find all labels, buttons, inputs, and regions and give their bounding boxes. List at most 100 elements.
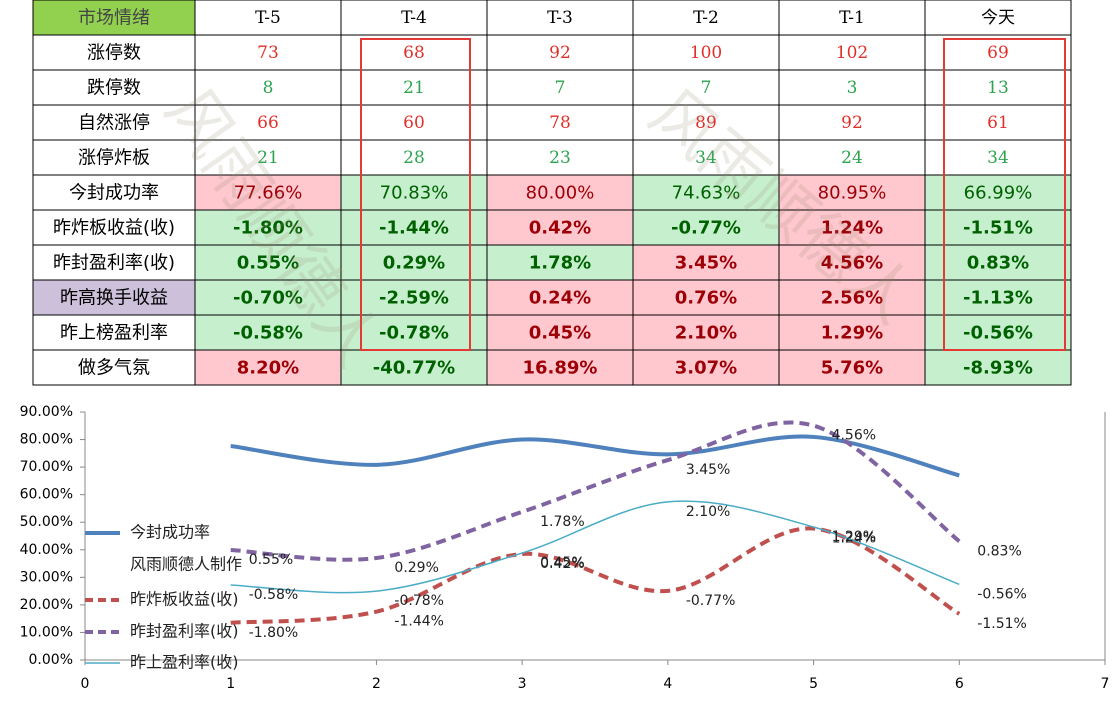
- cell-text: 28: [403, 148, 425, 168]
- table-cell: [340, 69, 488, 106]
- x-tick-label: 7: [1101, 676, 1110, 692]
- cell-text: 昨上榜盈利率: [60, 323, 168, 344]
- cell-text: 3.07%: [675, 358, 737, 379]
- cell-text: 23: [549, 148, 571, 168]
- table-cell: [486, 279, 634, 316]
- cell-text: 做多气氛: [78, 358, 150, 379]
- table-cell: [32, 314, 196, 351]
- cell-text: -0.78%: [379, 323, 449, 344]
- cell-text: 68: [403, 43, 425, 63]
- data-label: -0.78%: [394, 593, 444, 609]
- cell-text: 21: [403, 78, 425, 98]
- table-cell: [340, 0, 488, 36]
- data-label: 1.78%: [540, 514, 584, 530]
- table-cell: [32, 69, 196, 106]
- table-cell: [778, 0, 926, 36]
- table-cell: [32, 349, 196, 386]
- cell-text: T-3: [547, 8, 573, 28]
- table-cell: [340, 314, 488, 351]
- cell-text: 今天: [981, 8, 1015, 28]
- cell-text: 77.66%: [234, 183, 303, 204]
- cell-text: 昨炸板收益(收): [53, 218, 175, 239]
- data-label: 0.29%: [394, 560, 438, 576]
- data-label: 1.24%: [832, 531, 876, 547]
- cell-text: 61: [987, 113, 1009, 133]
- table-cell: [32, 104, 196, 141]
- y-tick-label: 60.00%: [20, 487, 73, 503]
- y-tick-label: 0.00%: [29, 652, 73, 668]
- cell-text: -0.56%: [963, 323, 1033, 344]
- cell-text: 自然涨停: [78, 113, 150, 134]
- cell-text: 跌停数: [87, 78, 141, 99]
- cell-text: 16.89%: [523, 358, 598, 379]
- cell-text: 66: [257, 113, 279, 133]
- cell-text: 7: [701, 78, 712, 98]
- cell-text: 0.45%: [529, 323, 591, 344]
- legend-label: 昨封盈利率(收): [130, 622, 239, 641]
- table-cell: [486, 174, 634, 211]
- data-label: 0.42%: [540, 556, 584, 572]
- data-label: -0.77%: [686, 593, 736, 609]
- table-cell: [486, 0, 634, 36]
- cell-text: -1.13%: [963, 288, 1033, 309]
- series-line: [230, 500, 960, 594]
- y-tick-label: 10.00%: [20, 624, 73, 640]
- x-tick-label: 0: [81, 676, 90, 692]
- x-tick-label: 1: [226, 676, 235, 692]
- chart: 0.00% 10.00% 20.00% 30.00% 40.00% 50.00% 60.00…: [20, 404, 1110, 692]
- cell-text: 涨停炸板: [78, 148, 150, 169]
- table-cell: [924, 244, 1072, 281]
- cell-text: 73: [257, 43, 279, 63]
- data-label: 0.83%: [977, 543, 1021, 559]
- cell-text: 3: [847, 78, 858, 98]
- cell-text: 66.99%: [964, 183, 1033, 204]
- cell-text: -2.59%: [379, 288, 449, 309]
- table-cell: [632, 349, 780, 386]
- cell-text: 0.29%: [383, 253, 445, 274]
- y-tick-label: 70.00%: [20, 459, 73, 475]
- data-label: 3.45%: [686, 462, 730, 478]
- series-line: [230, 420, 961, 562]
- table-cell: [340, 279, 488, 316]
- table-cell: [340, 349, 488, 386]
- cell-text: 2.10%: [675, 323, 737, 344]
- cell-text: 89: [695, 113, 717, 133]
- cell-text: 7: [555, 78, 566, 98]
- cell-text: T-2: [693, 8, 719, 28]
- cell-text: 3.45%: [675, 253, 737, 274]
- table-cell: [340, 104, 488, 141]
- table-cell: [486, 349, 634, 386]
- data-label: 1.29%: [832, 529, 876, 545]
- table-cell: [778, 69, 926, 106]
- cell-text: 2.56%: [821, 288, 883, 309]
- table-cell: [194, 104, 342, 141]
- table-cell: [632, 0, 780, 36]
- cell-text: 92: [841, 113, 863, 133]
- cell-text: 0.55%: [237, 253, 299, 274]
- cell-text: 5.76%: [821, 358, 883, 379]
- cell-text: 78: [549, 113, 571, 133]
- legend-label: 风雨顺德人制作: [130, 555, 242, 574]
- table-cell: [486, 104, 634, 141]
- table-cell: [486, 69, 634, 106]
- table-cell: [194, 0, 342, 36]
- table-cell: [924, 349, 1072, 386]
- series-line: [230, 434, 960, 478]
- table-cell: [32, 139, 196, 176]
- table-cell: [632, 69, 780, 106]
- table-cell: [32, 34, 196, 71]
- table-cell: [194, 349, 342, 386]
- cell-text: 102: [836, 43, 868, 63]
- cell-text: 80.00%: [526, 183, 595, 204]
- x-tick-label: 6: [955, 676, 964, 692]
- highlight-box: [943, 38, 1066, 351]
- table-cell: [924, 279, 1072, 316]
- data-label: -0.58%: [249, 587, 299, 603]
- table-cell: [632, 34, 780, 71]
- table-cell: [924, 0, 1072, 36]
- data-label: -0.56%: [977, 586, 1027, 602]
- legend-label: 今封成功率: [130, 523, 210, 542]
- cell-text: 100: [690, 43, 722, 63]
- legend-label: 昨上盈利率(收): [130, 653, 239, 672]
